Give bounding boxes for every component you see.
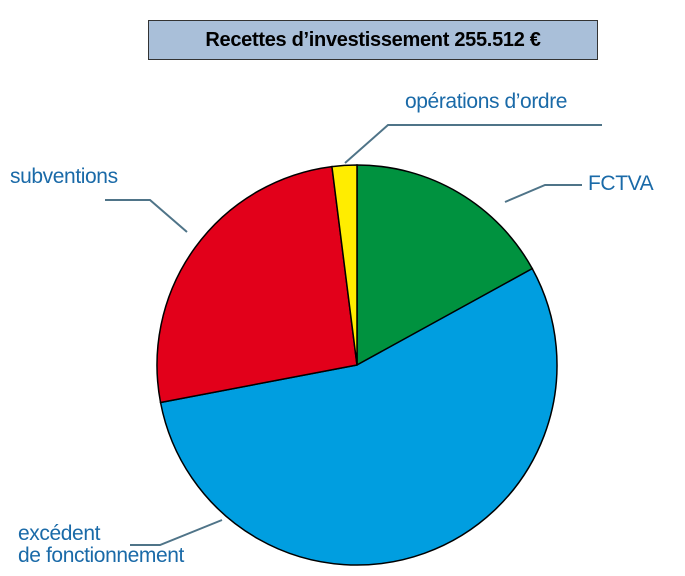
leader-line — [105, 199, 188, 233]
leader-line — [130, 519, 223, 546]
slice-label: subventions — [10, 165, 118, 188]
pie-slice — [156, 165, 358, 404]
pie-slice — [356, 164, 534, 367]
leader-line — [504, 184, 582, 203]
slice-label: excédent de fonctionnement — [18, 522, 184, 567]
leader-line — [344, 124, 602, 164]
pie-slice — [159, 267, 558, 566]
slice-label: opérations d’ordre — [405, 90, 568, 113]
pie-slice — [331, 164, 358, 366]
slice-label: FCTVA — [588, 172, 654, 195]
chart-title: Recettes d’investissement 255.512 € — [148, 20, 598, 60]
